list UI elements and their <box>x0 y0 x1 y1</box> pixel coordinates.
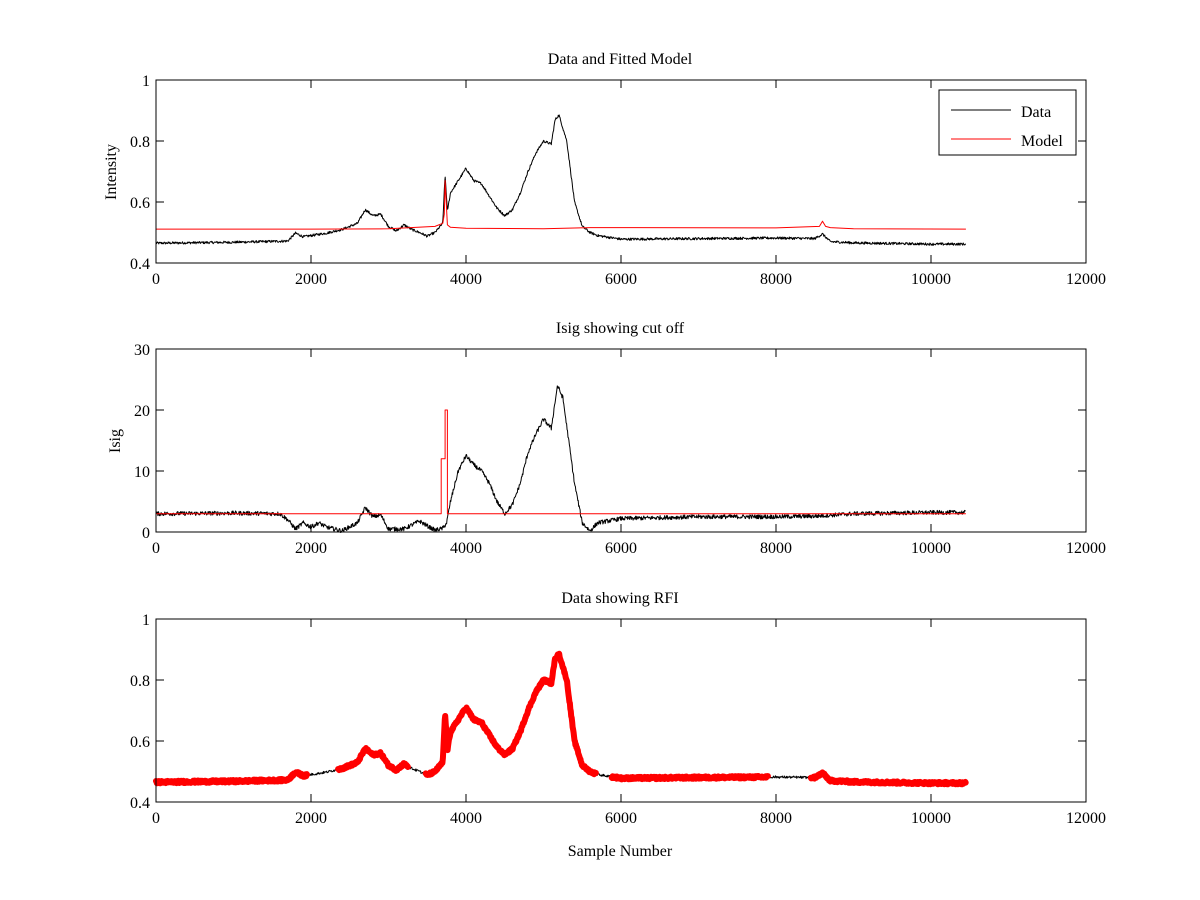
y-tick-label: 0.4 <box>130 795 150 812</box>
x-tick-label: 0 <box>152 271 160 288</box>
x-tick-label: 0 <box>152 540 160 557</box>
chart-title: Data showing RFI <box>561 590 678 607</box>
x-tick-label: 4000 <box>450 810 482 827</box>
subplot-data-and-fitted-model: Data and Fitted Model Intensity 0 2000 400… <box>103 51 1106 288</box>
x-tick-label: 10000 <box>911 810 951 827</box>
y-tick-label: 1 <box>142 73 150 90</box>
x-tick-label: 6000 <box>605 810 637 827</box>
chart-title: Data and Fitted Model <box>548 51 693 68</box>
subplot-data-showing-rfi: Data showing RFI 0 2000 4000 6000 8000 10000 1… <box>130 590 1106 860</box>
x-tick-label: 6000 <box>605 271 637 288</box>
x-tick-label: 10000 <box>911 540 951 557</box>
x-tick-label: 2000 <box>295 540 327 557</box>
y-tick-label: 0.8 <box>130 134 150 151</box>
subplot-isig-showing-cut-off: Isig showing cut off Isig 0 2000 4000 6000 8… <box>107 320 1106 557</box>
rfi-segment-1 <box>335 745 411 774</box>
plot-area <box>153 650 969 788</box>
y-tick-label: 20 <box>134 403 150 420</box>
x-tick-label: 4000 <box>450 540 482 557</box>
chart-title: Isig showing cut off <box>556 320 685 337</box>
x-tick-label: 2000 <box>295 271 327 288</box>
y-tick-label: 0.6 <box>130 195 150 212</box>
y-tick-label: 0.6 <box>130 734 150 751</box>
y-tick-label: 0.8 <box>130 673 150 690</box>
x-tick-label: 10000 <box>911 271 951 288</box>
x-axis-label: Sample Number <box>568 843 673 860</box>
y-tick-label: 1 <box>142 612 150 629</box>
x-tick-label: 12000 <box>1066 271 1106 288</box>
y-tick-label: 30 <box>134 342 150 359</box>
rfi-segment-4 <box>807 769 969 788</box>
y-tick-label: 0.4 <box>130 256 150 273</box>
series-line-data <box>155 114 967 246</box>
x-tick-label: 4000 <box>450 271 482 288</box>
plot-area <box>155 114 967 246</box>
rfi-segment-2 <box>422 650 599 778</box>
x-tick-label: 8000 <box>760 810 792 827</box>
x-tick-label: 2000 <box>295 810 327 827</box>
y-axis-label: Intensity <box>103 144 120 200</box>
y-tick-label: 0 <box>142 525 150 542</box>
legend-label-model: Model <box>1021 133 1063 150</box>
axis-ticks: 0 2000 4000 6000 8000 10000 12000 0.4 0.6 0.8 1 <box>130 73 1106 288</box>
legend-label-data: Data <box>1021 104 1051 121</box>
x-tick-label: 0 <box>152 810 160 827</box>
x-tick-label: 12000 <box>1066 810 1106 827</box>
x-tick-label: 8000 <box>760 540 792 557</box>
series-line-model <box>156 180 966 230</box>
x-tick-label: 6000 <box>605 540 637 557</box>
x-tick-label: 12000 <box>1066 540 1106 557</box>
legend-box <box>938 89 1077 156</box>
rfi-segment-0 <box>153 769 311 787</box>
series-line-1 <box>156 409 966 515</box>
x-tick-label: 8000 <box>760 271 792 288</box>
plot-area <box>155 385 966 533</box>
rfi-segment-3 <box>608 773 771 783</box>
legend: Data Model <box>938 89 1077 156</box>
axis-ticks: 0 2000 4000 6000 8000 10000 12000 0.4 0.6 0.8 1 <box>130 612 1106 827</box>
y-tick-label: 10 <box>134 464 150 481</box>
axis-ticks: 0 2000 4000 6000 8000 10000 12000 0 10 20 30 <box>134 342 1106 557</box>
y-axis-label: Isig <box>107 429 124 453</box>
